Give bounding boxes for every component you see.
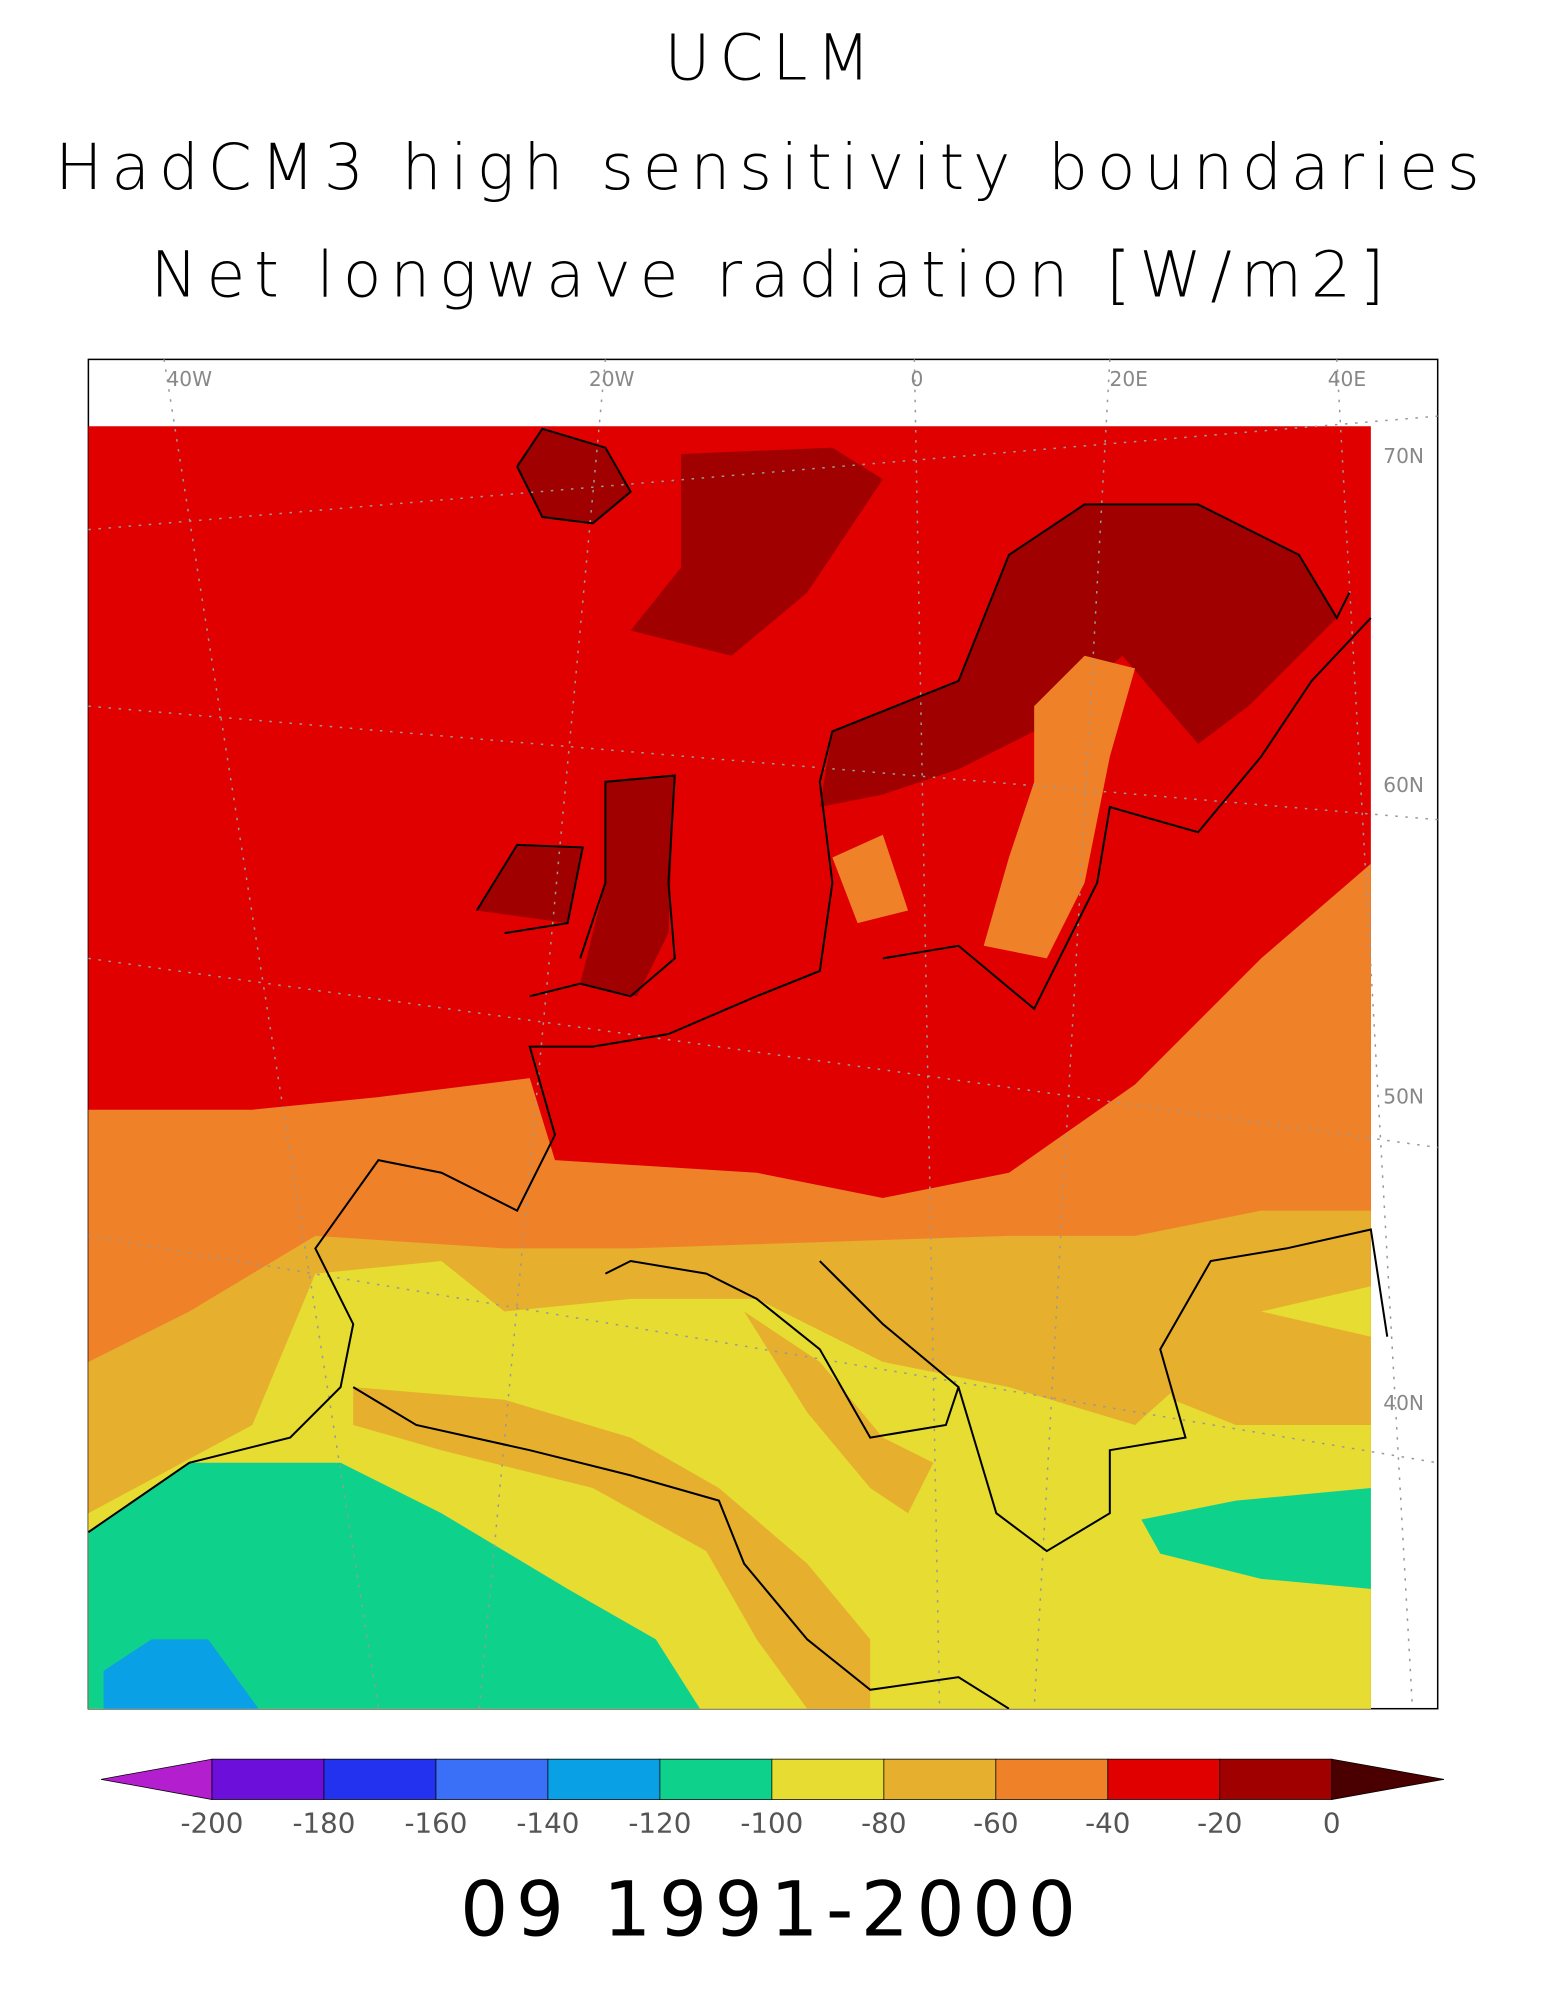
latitude-label: 60N [1383, 773, 1424, 797]
colorbar-box [995, 1758, 1109, 1800]
coastline [475, 843, 584, 935]
colorbar-extend-low [100, 1758, 213, 1800]
colorbar-tick-label: -160 [404, 1806, 467, 1839]
map-region [832, 834, 909, 924]
coastline [529, 774, 676, 998]
map-region [744, 1311, 934, 1514]
coastline [604, 1259, 960, 1439]
longitude-label: 0 [910, 367, 923, 391]
map-region [1160, 1311, 1371, 1425]
title-line: Net longwave radiation [W/m2] [150, 237, 1393, 311]
map: 40W 20W 0 20E 40E 70N 60N 50N 40N [87, 358, 1439, 1710]
colorbar-box [1219, 1758, 1333, 1800]
coastline [352, 1386, 1010, 1710]
colorbar-tick-label: -40 [1085, 1806, 1130, 1839]
map-region [517, 428, 631, 524]
graticule [88, 705, 1438, 821]
colorbar-tick-label: -200 [180, 1806, 243, 1839]
colorbar-box [435, 1758, 549, 1800]
colorbar-tick-label: -180 [292, 1806, 355, 1839]
colorbar-box [547, 1758, 661, 1800]
longitude-label: 20E [1110, 367, 1148, 391]
colorbar-box [771, 1758, 885, 1800]
coastline [87, 503, 1351, 1533]
colorbar-box [883, 1758, 997, 1800]
coastline [516, 427, 632, 525]
map-region [983, 655, 1136, 959]
graticule [88, 415, 1438, 531]
longitude-label: 40E [1328, 367, 1366, 391]
title-line: UCLM [664, 20, 879, 94]
map-region [88, 1462, 700, 1709]
map-region [580, 775, 675, 997]
colorbar-tick-label: 0 [1323, 1806, 1341, 1839]
colorbar-extend-high [1331, 1758, 1445, 1800]
colorbar-tick-label: -60 [973, 1806, 1018, 1839]
colorbar-box [659, 1758, 773, 1800]
colorbar-box [323, 1758, 437, 1800]
colorbar-tick-label: -100 [740, 1806, 803, 1839]
coastline [957, 1228, 1389, 1553]
coastline [882, 617, 1372, 1011]
latitude-label: 40N [1383, 1391, 1424, 1415]
map-region [1141, 1488, 1371, 1589]
map-region [476, 844, 583, 924]
longitude-label: 40W [166, 367, 212, 391]
colorbar-tick-label: -20 [1197, 1806, 1242, 1839]
colorbar-box [1107, 1758, 1221, 1800]
title-line: HadCM3 high sensitivity boundaries [55, 130, 1488, 204]
map-region [103, 1639, 259, 1709]
caption: 09 1991-2000 [460, 1866, 1084, 1954]
colorbar: -200 -180 -160 -140 -120 -100 -80 -60 -40 -20 0 [100, 1758, 1445, 1839]
map-region [819, 504, 1337, 808]
longitude-label: 20W [589, 367, 635, 391]
graticule [478, 359, 607, 1709]
colorbar-tick-label: -120 [628, 1806, 691, 1839]
map-region [630, 447, 883, 656]
graticule [88, 1235, 1438, 1464]
colorbar-box [211, 1758, 325, 1800]
latitude-label: 50N [1383, 1084, 1424, 1108]
colorbar-tick-label: -80 [861, 1806, 906, 1839]
colorbar-tick-label: -140 [516, 1806, 579, 1839]
latitude-label: 70N [1383, 444, 1424, 468]
